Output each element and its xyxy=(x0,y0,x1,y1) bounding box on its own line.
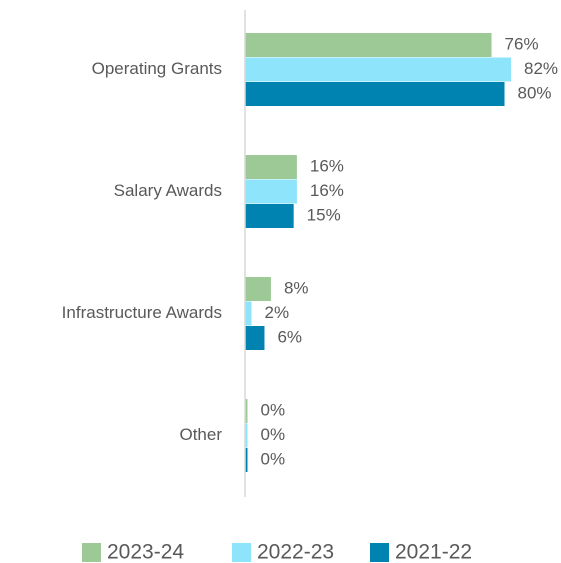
value-label: 6% xyxy=(277,328,302,347)
legend-swatch xyxy=(232,543,251,562)
value-label: 76% xyxy=(505,35,539,54)
bar xyxy=(245,423,248,448)
category-label: Other xyxy=(179,425,222,444)
bar xyxy=(245,326,265,350)
value-label: 82% xyxy=(524,59,558,78)
legend-label: 2021-22 xyxy=(395,541,472,563)
legend-label: 2022-23 xyxy=(257,541,334,563)
value-label: 8% xyxy=(284,279,309,298)
bar xyxy=(245,155,297,179)
legend-swatch xyxy=(370,543,389,562)
value-label: 0% xyxy=(261,425,286,444)
bar xyxy=(245,277,271,301)
bar xyxy=(245,33,492,57)
bar xyxy=(245,204,294,228)
value-label: 16% xyxy=(310,157,344,176)
value-label: 2% xyxy=(264,303,289,322)
value-label: 0% xyxy=(261,401,286,420)
bar xyxy=(245,179,297,204)
bar xyxy=(245,448,248,472)
value-label: 0% xyxy=(261,450,286,469)
value-label: 16% xyxy=(310,181,344,200)
bar xyxy=(245,399,248,423)
bar xyxy=(245,301,252,326)
bar xyxy=(245,57,511,82)
category-label: Operating Grants xyxy=(92,59,222,78)
bar xyxy=(245,82,505,106)
legend-label: 2023-24 xyxy=(107,541,184,563)
value-label: 15% xyxy=(307,206,341,225)
legend-swatch xyxy=(82,543,101,562)
value-label: 80% xyxy=(518,84,552,103)
category-label: Salary Awards xyxy=(114,181,222,200)
category-label: Infrastructure Awards xyxy=(62,303,222,322)
